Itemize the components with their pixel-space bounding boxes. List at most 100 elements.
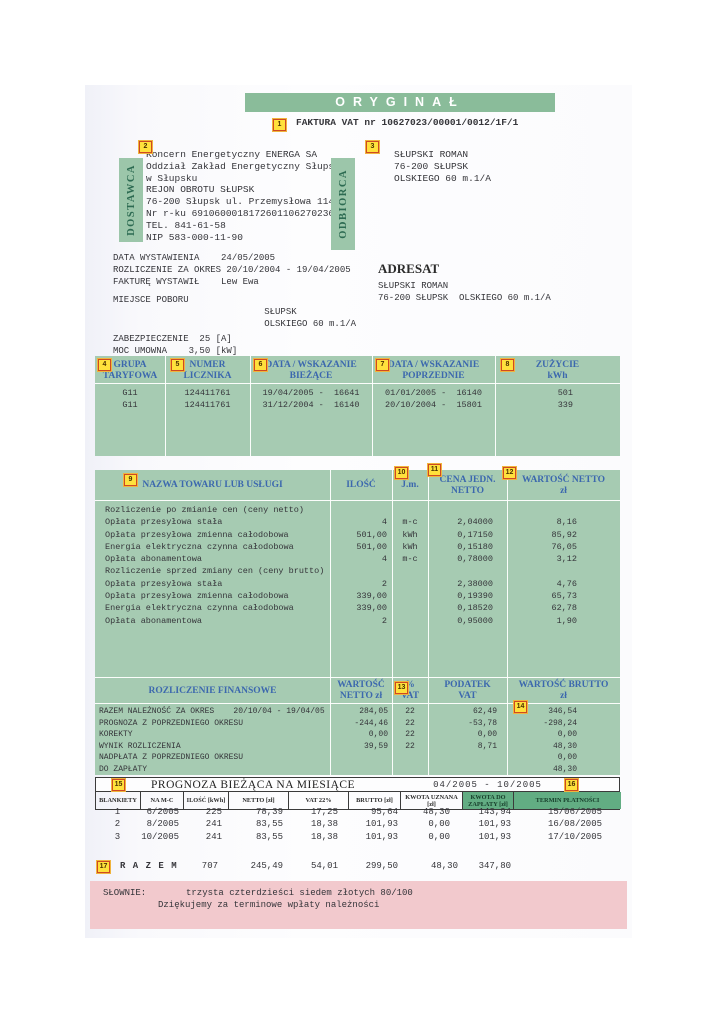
supplier-address: Koncern Energetyczny ENERGA SA Oddział Za…: [146, 149, 340, 243]
cell-net-value: [507, 504, 620, 516]
ref-badge-14: 14: [513, 700, 528, 714]
cell-unit-price: 2,38000: [457, 578, 493, 589]
supplier-address-line: Nr r-ku 69106000181726011062702367: [146, 207, 340, 219]
financial-row: WYNIK ROZLICZENIA 39,59 22 8,71 48,30: [95, 741, 620, 753]
cell-kwota-do-zaplaty: 143,94: [478, 807, 511, 817]
services-financial-table: NAZWA TOWARU LUB USŁUGI ILOŚĆ J.m. CENA …: [95, 470, 620, 775]
supplier-address-line: Oddział Zakład Energetyczny Słupsk: [146, 160, 340, 172]
cell-tariff-group: G11: [122, 400, 138, 411]
cell-unit: kWh: [402, 541, 418, 552]
ref-badge-10: 10: [394, 466, 409, 480]
cell-financial-label: WYNIK ROZLICZENIA: [99, 741, 181, 751]
cell-vat: 18,38: [310, 819, 338, 830]
cell-gross-value: -298,24: [543, 718, 577, 728]
financial-title: ROZLICZENIE FINANSOWE: [148, 686, 277, 696]
divider: [165, 356, 166, 456]
cell-unit: m-c: [402, 554, 418, 565]
recipient-side-label: ODBIORCA: [337, 169, 349, 239]
payment-thanks-note: Dziękujemy za terminowe wpłaty należnośc…: [158, 900, 380, 910]
cell-financial-label: NADPŁATA Z POPRZEDNIEGO OKRESU: [99, 753, 244, 763]
cell-previous-reading: 20/10/2004 - 15801: [385, 400, 482, 411]
cell-unit: [392, 578, 428, 590]
cell-financial-label: PROGNOZA Z POPRZEDNIEGO OKRESU: [99, 718, 244, 728]
total-brutto: 299,50: [365, 861, 398, 871]
forecast-row: 2 8/2005 241 83,55 18,38 101,93 0,00 101,93 16/0…: [95, 818, 620, 830]
financial-table-header: ROZLICZENIE FINANSOWE WARTOŚĆ NETTO zł %…: [95, 680, 620, 702]
divider: [392, 470, 393, 775]
ref-badge-5: 5: [170, 358, 185, 372]
cell-unit-price: [428, 504, 507, 516]
divider: [250, 356, 251, 456]
forecast-title: PROGNOZA BIEŻĄCA NA MIESIĄCE: [151, 778, 356, 791]
cell-vat: 18,38: [310, 831, 338, 842]
cell-gross-value: 346,54: [548, 707, 577, 716]
col-header-net-value: WARTOŚĆ NETTO zł: [522, 475, 605, 496]
cell-empty: [140, 861, 183, 871]
meter-readings-table: GRUPA TARYFOWA NUMER LICZNIKA DATA / WSK…: [95, 356, 620, 456]
cell-termin: 17/10/2005: [547, 831, 602, 842]
supply-point-line: MIEJSCE POBORU: [113, 295, 189, 305]
cell-vat-percent: 22: [405, 718, 415, 728]
divider: [95, 703, 620, 704]
total-kwh: 707: [201, 861, 218, 871]
financial-row: KOREKTY 0,00 22 0,00 0,00: [95, 729, 620, 741]
cell-unit-price: [428, 565, 507, 577]
cell-usage-kwh: 339: [557, 400, 573, 411]
forecast-title-row: PROGNOZA BIEŻĄCA NA MIESIĄCE 04/2005 - 1…: [95, 777, 620, 792]
ref-badge-17: 17: [96, 860, 111, 874]
cell-empty: [513, 861, 620, 871]
issue-info-line: FAKTURĘ WYSTAWIŁ Lew Ewa: [113, 277, 259, 288]
cell-blankiet-number: 3: [114, 831, 121, 842]
cell-gross-value: 48,30: [552, 764, 577, 774]
col-header-vat-tax: PODATEK VAT: [444, 680, 491, 701]
cell-vat-tax: [428, 764, 507, 776]
service-row: Opłata przesyłowa stała 2 2,38000 4,76: [95, 578, 620, 590]
cell-gross-value: 0,00: [557, 730, 577, 740]
cell-service-name: Opłata przesyłowa zmienna całodobowa: [105, 591, 289, 602]
divider: [507, 470, 508, 775]
col-header-meter-number: NUMER LICZNIKA: [183, 360, 232, 381]
cell-quantity: 2: [381, 615, 387, 626]
supply-point: MIEJSCE POBORU SŁUPSK OLSKIEGO 60 m.1/A: [113, 294, 356, 331]
col-header-net-amount: WARTOŚĆ NETTO zł: [337, 680, 385, 701]
financial-table-rows: RAZEM NALEŻNOŚĆ ZA OKRES 20/10/04 - 19/0…: [95, 706, 620, 776]
supplier-address-line: 76-200 Słupsk ul. Przemysłowa 114: [146, 196, 335, 208]
supplier-address-line: REJON OBROTU SŁUPSK: [146, 184, 255, 196]
col-header-unit-price-net: CENA JEDN. NETTO: [439, 475, 496, 496]
cell-service-name: Opłata abonamentowa: [105, 554, 202, 565]
supply-point-line: OLSKIEGO 60 m.1/A: [113, 319, 357, 330]
col-header-kwota-uznana: KWOTA UZNANA [zł]: [401, 792, 463, 809]
totals-row: 707 245,49 54,01 299,50 48,30 347,80: [95, 861, 620, 871]
cell-previous-reading: 01/01/2005 - 16140: [385, 388, 482, 398]
col-header-brutto: BRUTTO [zł]: [349, 792, 401, 809]
cell-kwota-uznana: 0,00: [428, 831, 450, 842]
cell-net-value: 65,73: [551, 591, 577, 602]
divider: [330, 470, 331, 775]
totals-label: R A Z E M: [120, 861, 178, 871]
col-header-tariff-group: GRUPA TARYFOWA: [102, 360, 158, 381]
total-kwota-uznana: 48,30: [430, 861, 458, 871]
total-netto: 245,49: [250, 861, 283, 871]
cell-net-amount: [330, 752, 392, 764]
cell-vat-tax: 0,00: [477, 730, 497, 740]
ref-badge-13: 13: [394, 681, 409, 695]
cell-net-value: 76,05: [551, 541, 577, 552]
service-row: Rozliczenie sprzed zmiany cen (ceny brut…: [95, 565, 620, 577]
cell-unit-price: 0,18520: [457, 603, 493, 614]
cell-kwota-do-zaplaty: 101,93: [478, 831, 511, 842]
meter-table-rows: G11 124411761 19/04/2005 - 16641 01/01/2005…: [95, 387, 620, 411]
cell-service-name: Opłata przesyłowa stała: [105, 578, 223, 589]
invoice-number: FAKTURA VAT nr 10627023/00001/0012/1F/1: [296, 117, 519, 128]
cell-net-value: 85,92: [551, 529, 577, 540]
cell-service-name: Opłata przesyłowa stała: [105, 517, 223, 528]
cell-quantity: 501,00: [356, 529, 387, 540]
issue-info-line: DATA WYSTAWIENIA 24/05/2005: [113, 253, 276, 263]
cell-net-value: 8,16: [556, 517, 577, 528]
cell-netto: 83,55: [255, 831, 283, 842]
service-row: Energia elektryczna czynna całodobowa 339…: [95, 602, 620, 614]
recipient-address-line: OLSKIEGO 60 m.1/A: [394, 172, 491, 184]
cell-financial-label: RAZEM NALEŻNOŚĆ ZA OKRES 20/10/04 - 19/0…: [99, 707, 325, 716]
cell-kwota-do-zaplaty: 101,93: [478, 819, 511, 830]
ref-badge-8: 8: [500, 358, 515, 372]
cell-unit: [392, 602, 428, 614]
